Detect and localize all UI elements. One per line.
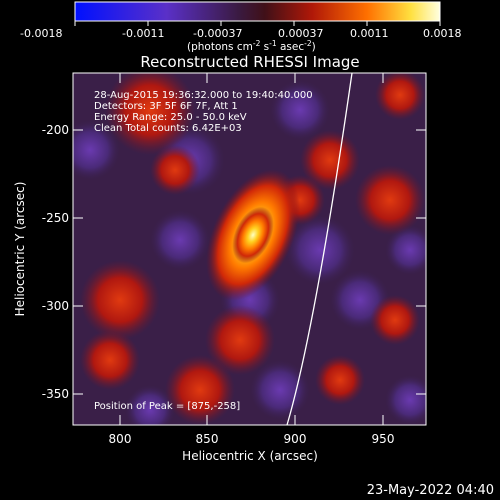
y-tick-label: -300 bbox=[42, 299, 69, 313]
x-tick-label: 800 bbox=[109, 432, 132, 446]
x-axis-label: Heliocentric X (arcsec) bbox=[182, 449, 318, 463]
colorbar-tick: -0.0018 bbox=[20, 27, 62, 40]
colorbar-tick: -0.00037 bbox=[193, 27, 242, 40]
info-energy-range: Energy Range: 25.0 - 50.0 keV bbox=[94, 112, 247, 123]
colorbar-tick: 0.00037 bbox=[278, 27, 324, 40]
solar-limb-line bbox=[286, 73, 353, 425]
timestamp: 23-May-2022 04:40 bbox=[367, 483, 494, 498]
colorbar-units: (photons cm-2 s-1 asec-2) bbox=[187, 39, 316, 53]
observation-info: 28-Aug-2015 19:36:32.000 to 19:40:40.000… bbox=[94, 90, 313, 134]
x-tick-label: 900 bbox=[284, 432, 307, 446]
y-tick-label: -250 bbox=[42, 211, 69, 225]
colorbar-tick: 0.0011 bbox=[350, 27, 389, 40]
info-total-counts: Clean Total counts: 6.42E+03 bbox=[94, 123, 242, 134]
plot-frame bbox=[72, 72, 427, 426]
plot-title: Reconstructed RHESSI Image bbox=[140, 53, 359, 71]
y-tick-label: -200 bbox=[42, 123, 69, 137]
peak-position-label: Position of Peak = [875,-258] bbox=[94, 401, 240, 412]
info-detectors: Detectors: 3F 5F 6F 7F, Att 1 bbox=[94, 101, 238, 112]
y-axis-label: Heliocentric Y (arcsec) bbox=[13, 182, 27, 317]
axis-ticks bbox=[73, 73, 426, 425]
rhessi-image bbox=[73, 73, 426, 425]
colorbar-tick: 0.0018 bbox=[423, 27, 462, 40]
colorbar-gradient bbox=[74, 1, 441, 22]
x-tick-label: 850 bbox=[196, 432, 219, 446]
y-tick-label: -350 bbox=[42, 387, 69, 401]
colorbar: -0.0018 -0.0011 -0.00037 0.00037 0.0011 … bbox=[20, 1, 462, 53]
info-time-range: 28-Aug-2015 19:36:32.000 to 19:40:40.000 bbox=[94, 90, 313, 101]
colorbar-tick: -0.0011 bbox=[122, 27, 164, 40]
x-tick-label: 950 bbox=[372, 432, 395, 446]
